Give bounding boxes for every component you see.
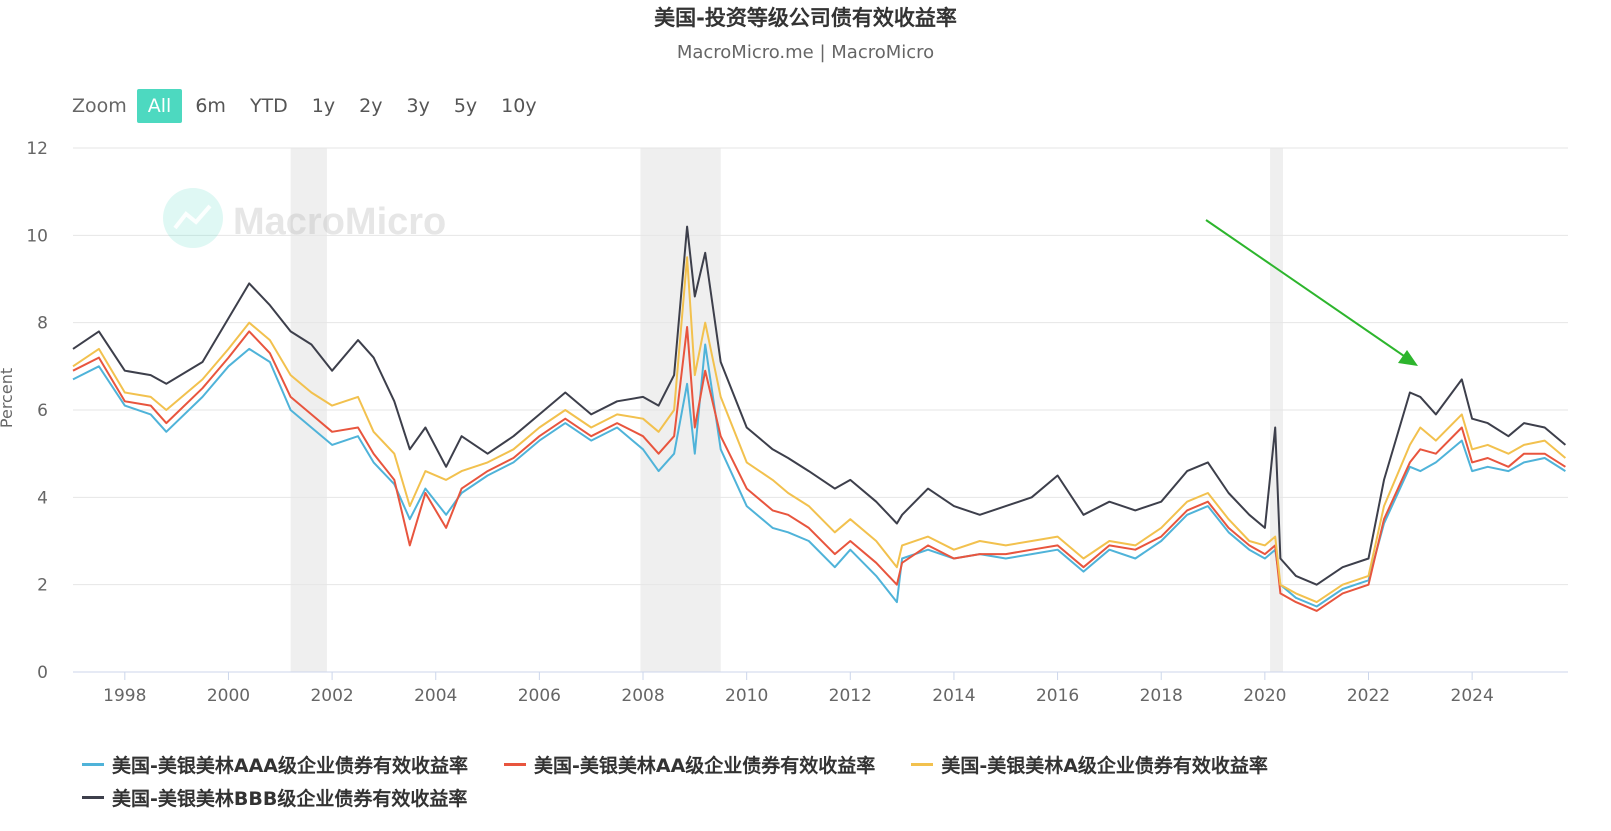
zoom-button-ytd[interactable]: YTD — [249, 95, 288, 117]
legend-swatch-a — [911, 763, 934, 766]
x-tick-label: 2014 — [932, 686, 975, 706]
x-tick-label: 2024 — [1451, 686, 1494, 706]
y-axis-ticks: 0 2 4 6 8 10 12 — [26, 139, 48, 683]
legend-item-aaa[interactable]: 美国-美银美林AAA级企业债券有效收益率 — [82, 748, 468, 781]
x-tick-label: 2000 — [207, 686, 250, 706]
legend-item-bbb[interactable]: 美国-美银美林BBB级企业债券有效收益率 — [82, 781, 467, 814]
legend-label-bbb: 美国-美银美林BBB级企业债券有效收益率 — [112, 788, 468, 810]
zoom-button-2y[interactable]: 2y — [359, 95, 383, 117]
legend-label-aa: 美国-美银美林AA级企业债券有效收益率 — [534, 755, 876, 777]
zoom-bar: Zoom All 6m YTD 1y 2y 3y 5y 10y — [72, 88, 550, 124]
legend-swatch-aaa — [82, 763, 104, 766]
chart-title: 美国-投资等级公司债有效收益率 — [654, 6, 957, 30]
x-tick-label: 2002 — [310, 686, 353, 706]
zoom-button-10y[interactable]: 10y — [501, 95, 537, 117]
legend-label-aaa: 美国-美银美林AAA级企业债券有效收益率 — [112, 755, 469, 777]
y-tick-label: 2 — [37, 576, 48, 596]
y-tick-label: 10 — [26, 226, 48, 246]
annotation-arrow — [1205, 219, 1418, 366]
zoom-button-6m[interactable]: 6m — [195, 95, 226, 117]
legend-item-aa[interactable]: 美国-美银美林AA级企业债券有效收益率 — [504, 748, 875, 781]
legend-swatch-bbb — [82, 796, 104, 799]
x-tick-label: 2008 — [621, 686, 664, 706]
y-tick-label: 0 — [37, 663, 48, 683]
legend-item-a[interactable]: 美国-美银美林A级企业债券有效收益率 — [911, 748, 1268, 781]
y-tick-label: 8 — [37, 314, 48, 334]
annotation-arrow-head-icon — [1398, 350, 1418, 366]
watermark-text: MacroMicro — [233, 201, 446, 243]
x-tick-label: 2010 — [725, 686, 768, 706]
watermark-chart-glyph-icon — [173, 204, 212, 230]
zoom-label: Zoom — [72, 95, 127, 117]
y-axis-label: Percent — [0, 368, 16, 428]
zoom-button-5y[interactable]: 5y — [453, 95, 478, 117]
zoom-button-3y[interactable]: 3y — [406, 95, 430, 117]
series-lines — [72, 225, 1567, 612]
x-tick-label: 2018 — [1140, 686, 1183, 706]
x-tick-label: 1998 — [103, 686, 146, 706]
series-line-aa — [72, 326, 1566, 612]
legend-label-a: 美国-美银美林A级企业债券有效收益率 — [941, 755, 1268, 777]
zoom-button-1y[interactable]: 1y — [311, 95, 336, 117]
x-axis-ticks: 1998 2000 2002 2004 2006 2008 2010 2012 2014 2016… — [103, 672, 1494, 706]
annotation-arrow-line — [1205, 219, 1405, 357]
series-line-a — [72, 256, 1567, 604]
chart-subtitle: MacroMicro.me | MacroMicro — [676, 42, 935, 63]
x-tick-label: 2004 — [414, 686, 457, 706]
legend: 美国-美银美林AAA级企业债券有效收益率 美国-美银美林AA级企业债券有效收益率… — [82, 748, 1562, 814]
x-tick-label: 2012 — [829, 686, 872, 706]
series-line-bbb — [72, 225, 1567, 586]
x-tick-label: 2016 — [1036, 686, 1079, 706]
y-tick-label: 4 — [37, 488, 48, 508]
chart-plot: MacroMicro 0 2 4 6 8 10 12 1998 2000 2002 2004 200… — [0, 139, 1568, 706]
y-tick-label: 12 — [26, 139, 48, 159]
y-tick-label: 6 — [37, 401, 48, 421]
zoom-button-all[interactable]: All — [136, 89, 183, 123]
series-line-aaa — [72, 343, 1566, 608]
x-tick-label: 2006 — [518, 686, 561, 706]
x-tick-label: 2022 — [1347, 686, 1390, 706]
legend-swatch-aa — [504, 763, 527, 766]
x-tick-label: 2020 — [1243, 686, 1286, 706]
watermark: MacroMicro — [163, 188, 446, 248]
